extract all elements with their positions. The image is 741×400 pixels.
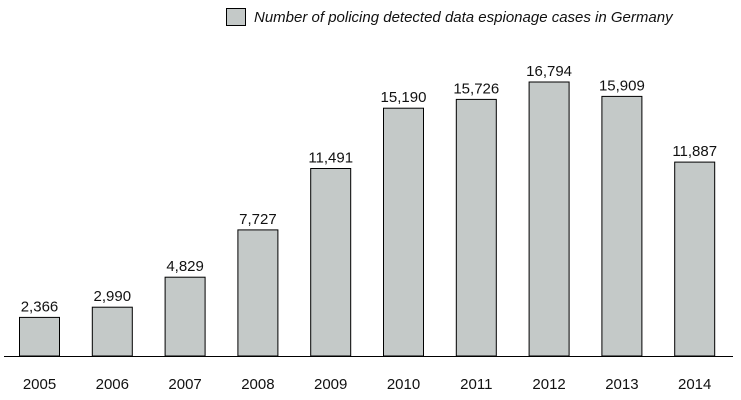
legend: Number of policing detected data espiona… [226,6,673,28]
legend-swatch [226,8,246,26]
x-tick-label-2011: 2011 [460,376,492,393]
bar-2011 [455,98,497,357]
x-tick-label-2013: 2013 [605,376,638,393]
bar-2007 [164,276,206,357]
bar-2010 [383,107,424,357]
x-tick-label-2008: 2008 [241,376,274,393]
bar-2013 [601,95,643,357]
data-label-2012: 16,794 [526,63,572,80]
bar-2014 [674,161,716,357]
legend-label: Number of policing detected data espiona… [254,8,673,26]
data-label-2014: 11,887 [672,143,717,160]
x-tick-label-2012: 2012 [532,376,565,393]
data-label-2013: 15,909 [599,77,645,94]
data-label-2008: 7,727 [239,211,277,228]
data-label-2009: 11,491 [308,150,353,167]
x-tick-label-2009: 2009 [314,376,347,393]
data-label-2005: 2,366 [21,298,59,315]
x-tick-label-2006: 2006 [96,376,129,393]
data-label-2006: 2,990 [94,288,132,305]
x-tick-label-2010: 2010 [387,376,420,393]
data-label-2007: 4,829 [166,258,204,275]
bar-2012 [528,81,570,357]
bar-2005 [19,316,60,357]
x-tick-label-2014: 2014 [678,376,711,393]
bar-2006 [91,306,133,357]
x-tick-label-2007: 2007 [168,376,201,393]
data-label-2011: 15,726 [453,80,499,97]
bar-2008 [237,229,279,357]
data-label-2010: 15,190 [381,89,427,106]
x-tick-label-2005: 2005 [23,376,56,393]
bar-2009 [310,168,352,357]
